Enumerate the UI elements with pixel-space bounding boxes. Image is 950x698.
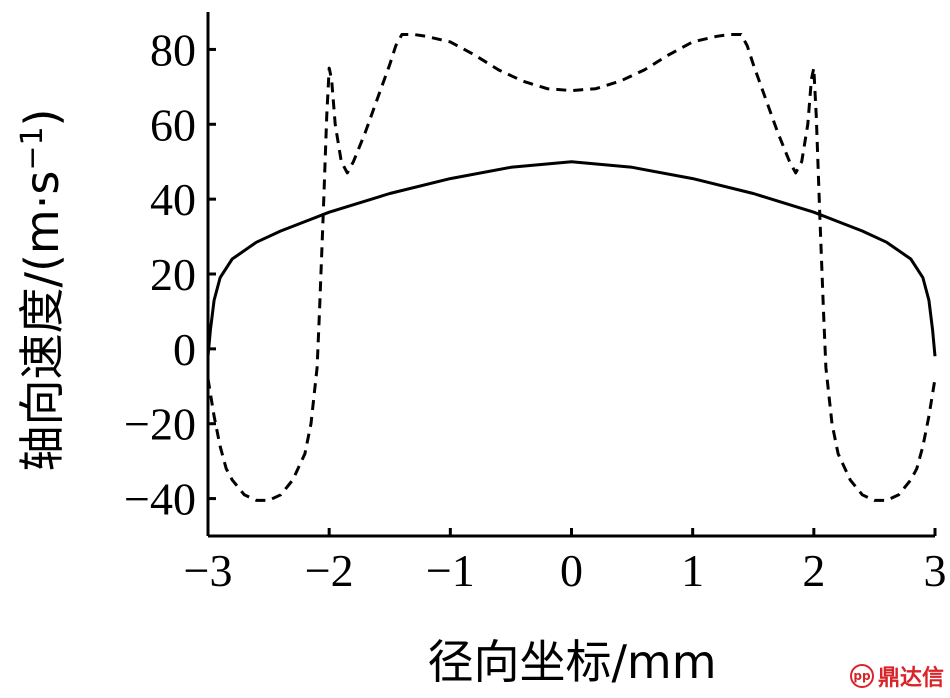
x-tick-label: 2 <box>802 545 825 596</box>
plot-series <box>206 33 937 502</box>
y-tick-label: −40 <box>124 474 196 525</box>
y-tick-label: 20 <box>150 249 196 300</box>
y-tick-label: −20 <box>124 399 196 450</box>
watermark: pp 鼎达信 <box>849 660 944 692</box>
x-axis-title: 径向坐标/mm <box>427 635 716 689</box>
x-tick-label: 0 <box>560 545 583 596</box>
y-ticks: −40 −20 0 20 40 60 80 <box>124 24 216 525</box>
series-1-solid-line <box>206 160 937 357</box>
x-tick-label: 3 <box>924 545 947 596</box>
x-tick-label: −2 <box>305 545 354 596</box>
y-axis-title-superscript: −1 <box>15 126 50 170</box>
y-tick-label: 60 <box>150 99 196 150</box>
x-tick-label: −3 <box>184 545 233 596</box>
y-axis-title-close: ) <box>15 108 69 126</box>
y-tick-label: 80 <box>150 24 196 75</box>
y-axis-title: 轴向速度/(m·s−1) <box>15 108 69 471</box>
y-tick-label: 40 <box>150 174 196 225</box>
watermark-logo-icon: pp <box>849 664 874 688</box>
x-tick-label: −1 <box>426 545 475 596</box>
watermark-text: 鼎达信 <box>877 666 944 691</box>
x-ticks: −3 −2 −1 0 1 2 3 <box>184 528 947 596</box>
y-axis-title-main: 轴向速度/(m·s <box>15 171 69 472</box>
y-tick-label: 0 <box>173 324 196 375</box>
series-2-dashed-line <box>206 33 937 502</box>
axes <box>206 12 935 538</box>
x-tick-label: 1 <box>681 545 704 596</box>
